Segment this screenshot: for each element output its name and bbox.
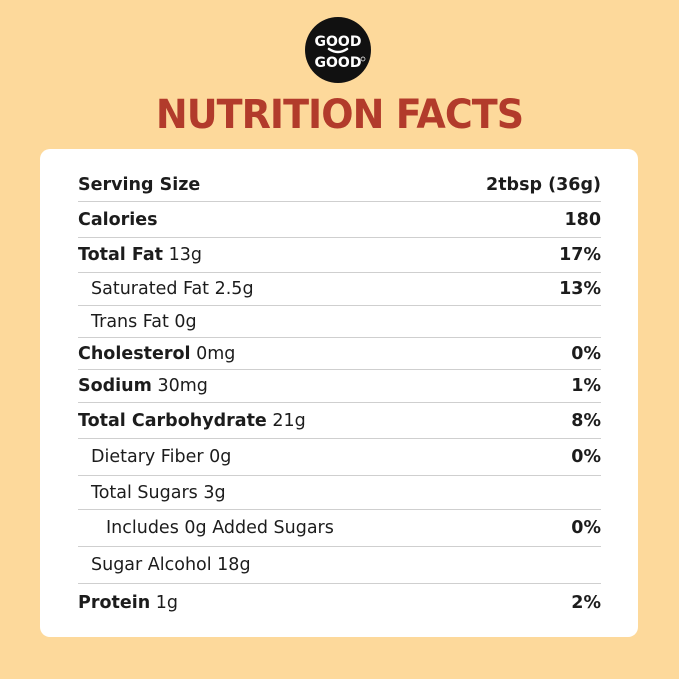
row-saturated-fat: Saturated Fat 2.5g 13% xyxy=(78,273,601,306)
label: Sugar Alcohol 18g xyxy=(91,555,251,575)
value: 0% xyxy=(571,518,601,538)
label: Sodium xyxy=(78,376,152,396)
row-total-fat: Total Fat 13g 17% xyxy=(78,238,601,273)
value: 13% xyxy=(559,279,601,299)
label: Total Carbohydrate xyxy=(78,410,267,431)
smile-icon xyxy=(327,47,349,54)
brand-logo: GOOD GOOD xyxy=(305,17,371,83)
row-cholesterol: Cholesterol 0mg 0% xyxy=(78,338,601,370)
label: Protein xyxy=(78,593,151,613)
label: Includes 0g Added Sugars xyxy=(106,518,334,538)
nutrition-panel: Serving Size 2tbsp (36g) Calories 180 To… xyxy=(40,149,638,637)
label: Cholesterol xyxy=(78,343,191,364)
page-title: NUTRITION FACTS xyxy=(155,92,524,138)
row-serving-size: Serving Size 2tbsp (36g) xyxy=(78,169,601,202)
label: Serving Size xyxy=(78,175,201,195)
label: Calories xyxy=(78,209,158,230)
row-added-sugars: Includes 0g Added Sugars 0% xyxy=(78,510,601,547)
value: 17% xyxy=(559,245,601,265)
amount: 1g xyxy=(155,593,178,613)
value: 0% xyxy=(571,447,601,467)
row-calories: Calories 180 xyxy=(78,202,601,238)
label: Total Sugars 3g xyxy=(91,482,226,503)
label: Trans Fat 0g xyxy=(91,311,197,332)
label: Dietary Fiber 0g xyxy=(91,447,232,467)
value: 2% xyxy=(571,593,601,613)
label: Total Fat xyxy=(78,245,164,265)
amount: 21g xyxy=(272,410,306,431)
value: 0% xyxy=(571,343,601,364)
row-total-sugars: Total Sugars 3g xyxy=(78,476,601,510)
amount: 13g xyxy=(168,245,202,265)
logo-text-bottom: GOOD xyxy=(315,55,362,71)
registered-icon xyxy=(360,56,366,62)
value: 180 xyxy=(564,209,601,230)
row-sodium: Sodium 30mg 1% xyxy=(78,370,601,403)
value: 2tbsp (36g) xyxy=(486,175,601,195)
row-sugar-alcohol: Sugar Alcohol 18g xyxy=(78,547,601,584)
amount: 30mg xyxy=(157,376,208,396)
row-total-carbohydrate: Total Carbohydrate 21g 8% xyxy=(78,403,601,439)
label: Saturated Fat 2.5g xyxy=(91,279,254,299)
amount: 0mg xyxy=(196,343,236,364)
row-dietary-fiber: Dietary Fiber 0g 0% xyxy=(78,439,601,476)
value: 8% xyxy=(571,410,601,431)
row-trans-fat: Trans Fat 0g xyxy=(78,306,601,338)
row-protein: Protein 1g 2% xyxy=(78,586,601,620)
logo-text-top: GOOD xyxy=(315,34,362,50)
value: 1% xyxy=(571,376,601,396)
